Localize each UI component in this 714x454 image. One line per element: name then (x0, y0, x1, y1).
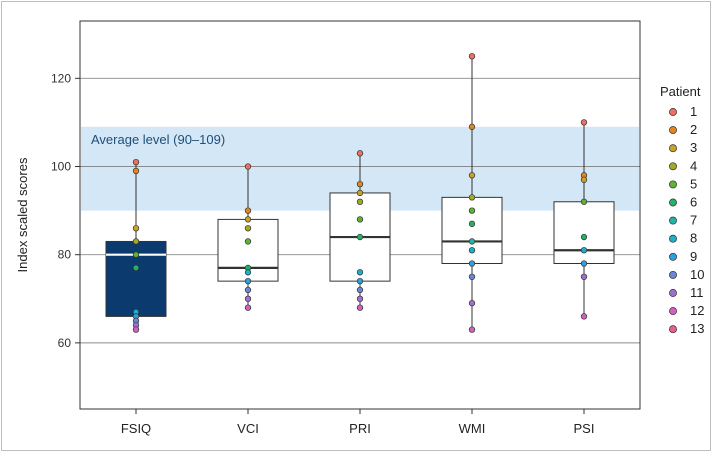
legend-swatch (669, 234, 677, 243)
data-point-VCI (244, 207, 252, 214)
data-point-VCI (244, 277, 252, 285)
data-point-PRI (356, 216, 364, 223)
legend-label: 7 (690, 213, 697, 228)
data-point-PSI (580, 260, 588, 267)
legend-swatch (669, 252, 677, 261)
data-point-PSI (580, 176, 588, 183)
data-point-WMI (468, 247, 476, 254)
legend-label: 1 (690, 104, 697, 119)
data-point-PSI (580, 313, 588, 320)
data-point-WMI (468, 238, 476, 245)
data-point-VCI (244, 216, 252, 223)
data-point-VCI (244, 295, 252, 302)
data-point-WMI (468, 326, 476, 333)
legend-label: 3 (690, 140, 697, 155)
data-point-PRI (356, 277, 364, 285)
y-tick-label: 80 (58, 248, 72, 262)
x-tick-label: WMI (459, 421, 486, 436)
data-point-PRI (356, 198, 364, 205)
data-point-VCI (244, 238, 252, 245)
data-point-PSI (580, 119, 588, 126)
data-point-PSI (580, 247, 588, 254)
data-point-PRI (356, 304, 364, 311)
y-axis-label: Index scaled scores (15, 157, 30, 272)
data-point-PRI (356, 180, 364, 188)
legend-label: 13 (690, 321, 704, 336)
legend-label: 11 (690, 285, 704, 300)
legend-swatch (669, 108, 677, 116)
data-point-VCI (244, 163, 252, 170)
data-point-WMI (468, 273, 476, 280)
data-point-WMI (468, 53, 476, 60)
data-point-FSIQ (132, 326, 140, 333)
legend-label: 4 (690, 158, 697, 173)
data-point-PRI (356, 150, 364, 157)
legend-swatch (669, 325, 677, 334)
legend-label: 9 (690, 249, 697, 264)
legend-swatch (669, 289, 677, 297)
data-point-WMI (468, 123, 476, 130)
legend-swatch (669, 307, 677, 316)
data-point-VCI (244, 304, 252, 311)
data-point-PRI (356, 189, 364, 197)
legend-swatch (669, 144, 677, 153)
x-tick-label: FSIQ (121, 421, 151, 436)
data-point-FSIQ (132, 225, 140, 232)
data-point-PRI (356, 269, 364, 276)
data-point-PSI (580, 273, 588, 280)
y-tick-label: 100 (51, 160, 71, 174)
legend-swatch (669, 270, 677, 279)
legend-title: Patient (660, 84, 701, 99)
data-point-PRI (356, 286, 364, 294)
data-point-WMI (468, 300, 476, 307)
legend-label: 8 (690, 231, 697, 246)
data-point-WMI (468, 260, 476, 267)
data-point-FSIQ (132, 264, 140, 272)
data-point-PSI (580, 198, 588, 205)
legend-label: 6 (690, 195, 697, 210)
data-point-VCI (244, 286, 252, 294)
legend-swatch (669, 198, 677, 207)
data-point-FSIQ (132, 251, 140, 258)
data-point-WMI (468, 194, 476, 201)
legend-swatch (669, 126, 677, 135)
legend-swatch (669, 162, 677, 171)
legend-swatch (669, 180, 677, 189)
average-level-label: Average level (90–109) (91, 132, 225, 147)
legend-label: 2 (690, 122, 697, 137)
data-point-WMI (468, 220, 476, 227)
iqr-box (553, 201, 615, 264)
data-point-FSIQ (132, 238, 140, 245)
data-point-WMI (468, 172, 476, 179)
x-tick-label: PSI (574, 421, 595, 436)
data-point-VCI (244, 225, 252, 232)
data-point-WMI (468, 207, 476, 214)
legend-label: 10 (690, 267, 704, 282)
data-point-FSIQ (132, 167, 140, 175)
data-point-FSIQ (132, 158, 140, 166)
iqr-box (441, 196, 503, 264)
legend-label: 5 (690, 176, 697, 191)
x-tick-label: PRI (349, 421, 371, 436)
data-point-PRI (356, 295, 364, 302)
data-point-PRI (356, 233, 364, 241)
legend-swatch (669, 216, 677, 225)
data-point-VCI (244, 269, 252, 276)
legend-label: 12 (690, 303, 704, 318)
y-tick-label: 60 (58, 336, 72, 350)
data-point-PSI (580, 233, 588, 241)
y-tick-label: 120 (51, 71, 71, 85)
x-tick-label: VCI (237, 421, 259, 436)
